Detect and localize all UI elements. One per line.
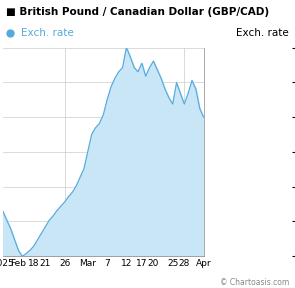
Text: Exch. rate: Exch. rate [236,29,289,39]
Text: ■ British Pound / Canadian Dollar (GBP/CAD): ■ British Pound / Canadian Dollar (GBP/C… [6,7,269,17]
Text: Exch. rate: Exch. rate [21,29,73,39]
Text: © Chartoasis.com: © Chartoasis.com [220,278,289,287]
